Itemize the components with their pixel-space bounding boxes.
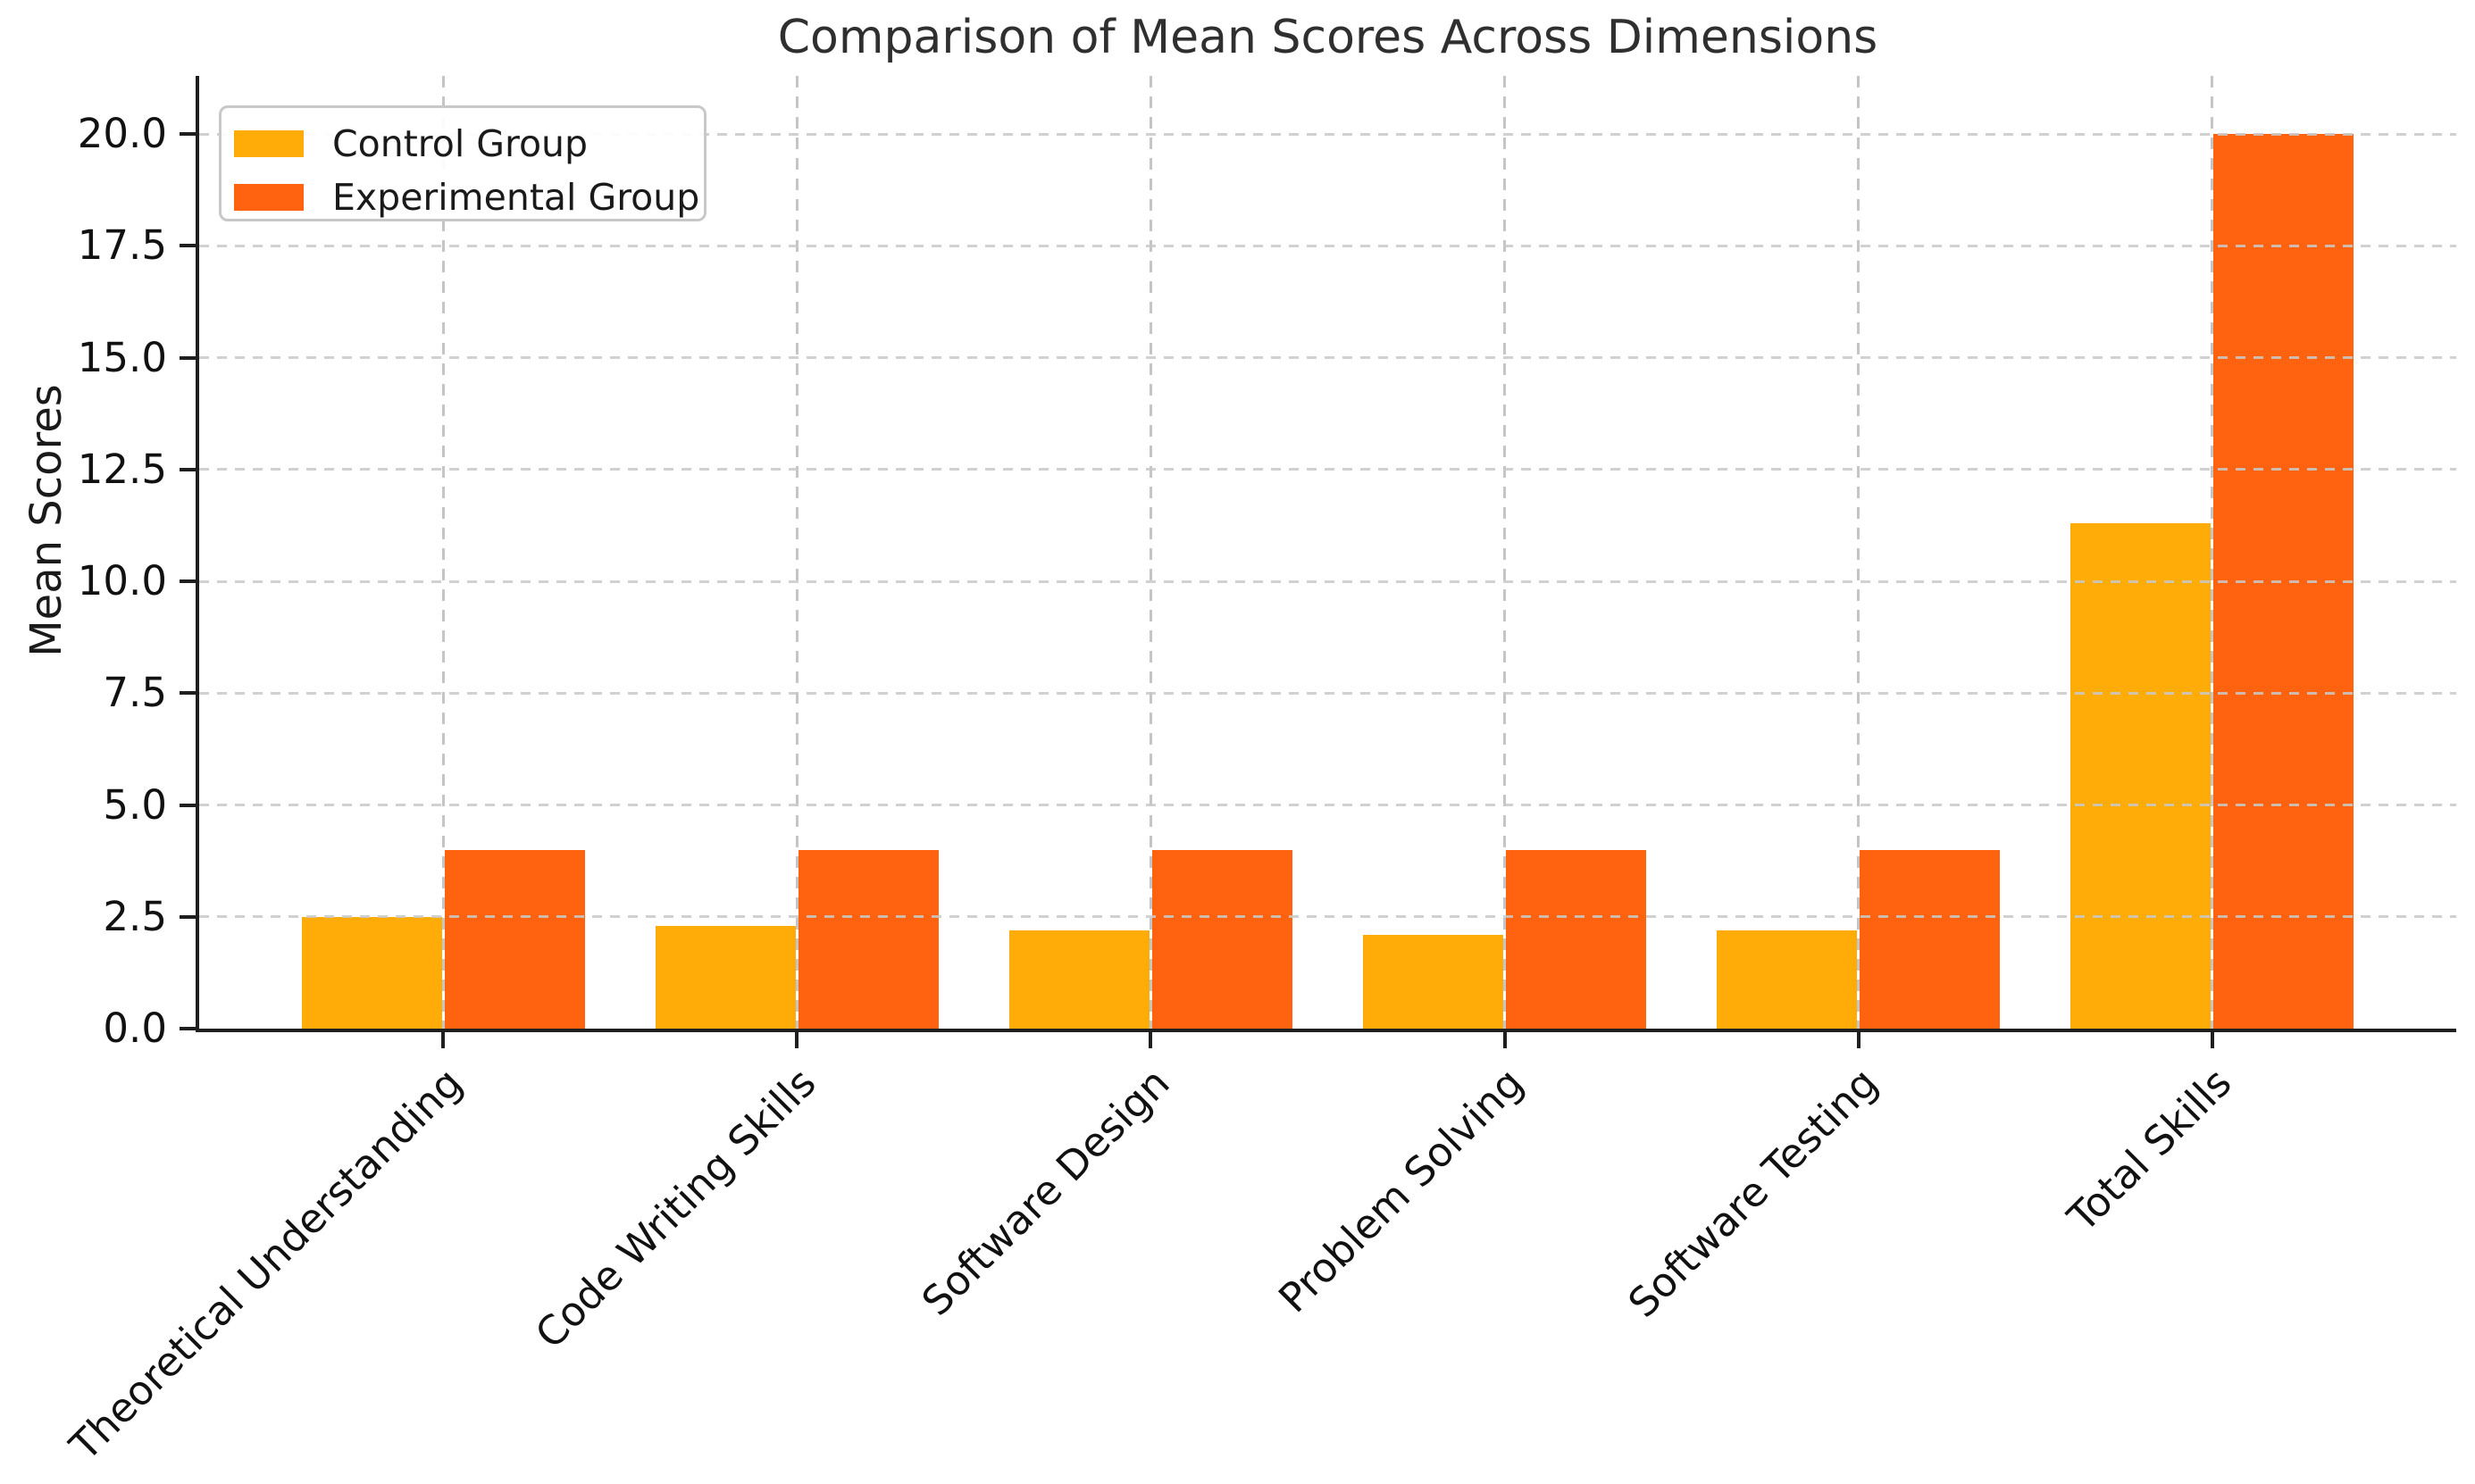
plot-area [199,76,2456,1029]
experimental-bar-4 [1860,849,2001,1029]
x-tick-mark [2210,1032,2214,1048]
control-bar-3 [1363,934,1504,1029]
vertical-gridline [2211,76,2214,1029]
horizontal-gridline [199,468,2456,471]
vertical-gridline [1857,76,1860,1029]
y-tick-label: 10.0 [77,557,167,605]
y-tick-mark [180,1027,196,1030]
vertical-gridline [441,76,445,1029]
y-tick-label: 5.0 [103,780,167,829]
x-tick-label: Code Writing Skills [526,1059,825,1358]
x-tick-label: Theoretical Understanding [60,1059,472,1470]
y-tick-label: 2.5 [103,892,167,940]
y-tick-label: 20.0 [77,110,167,158]
y-tick-label: 7.5 [103,669,167,717]
x-tick-mark [1149,1032,1153,1048]
control-bar-4 [1717,930,1858,1029]
y-tick-mark [180,579,196,584]
vertical-gridline [795,76,799,1029]
legend: Control Group Experimental Group [219,105,707,221]
y-tick-mark [180,132,196,137]
y-tick-mark [180,914,196,919]
horizontal-gridline [199,691,2456,695]
x-tick-label: Software Design [913,1059,1179,1325]
chart-title: Comparison of Mean Scores Across Dimensi… [777,11,1878,64]
experimental-bar-0 [444,849,585,1029]
y-axis-label-text: Mean Scores [21,384,71,657]
horizontal-gridline [199,244,2456,247]
experimental-group-swatch [234,184,304,211]
y-tick-mark [180,691,196,696]
y-tick-mark [180,355,196,360]
experimental-bar-2 [1151,849,1292,1029]
horizontal-gridline [199,804,2456,807]
y-axis-spine [196,76,199,1032]
control-bar-2 [1009,930,1150,1029]
control-bar-5 [2070,522,2212,1029]
y-tick-label: 12.5 [77,445,167,493]
x-tick-mark [1856,1032,1860,1048]
x-tick-label: Total Skills [2058,1059,2241,1241]
horizontal-gridline [199,579,2456,583]
x-tick-label: Software Testing [1618,1059,1887,1327]
x-tick-mark [441,1032,446,1048]
y-tick-label: 0.0 [103,1005,167,1052]
control-bar-0 [301,916,442,1029]
experimental-bar-1 [798,849,939,1029]
horizontal-gridline [199,915,2456,919]
legend-item-control: Control Group [234,119,686,169]
legend-label-control: Control Group [332,122,589,165]
horizontal-gridline [199,132,2456,136]
y-tick-label: 15.0 [77,333,167,381]
horizontal-gridline [199,356,2456,360]
y-tick-mark [180,803,196,807]
control-bar-1 [655,925,796,1029]
x-tick-mark [1502,1032,1507,1048]
y-tick-mark [180,244,196,248]
vertical-gridline [1503,76,1507,1029]
vertical-gridline [1149,76,1152,1029]
x-tick-mark [795,1032,799,1048]
experimental-bar-3 [1506,849,1646,1029]
x-tick-label: Problem Solving [1269,1059,1534,1322]
y-tick-mark [180,467,196,471]
legend-label-experimental: Experimental Group [332,176,700,219]
x-axis-spine [196,1029,2456,1032]
control-group-swatch [234,130,304,157]
legend-item-experimental: Experimental Group [234,172,699,222]
y-tick-label: 17.5 [77,221,167,270]
